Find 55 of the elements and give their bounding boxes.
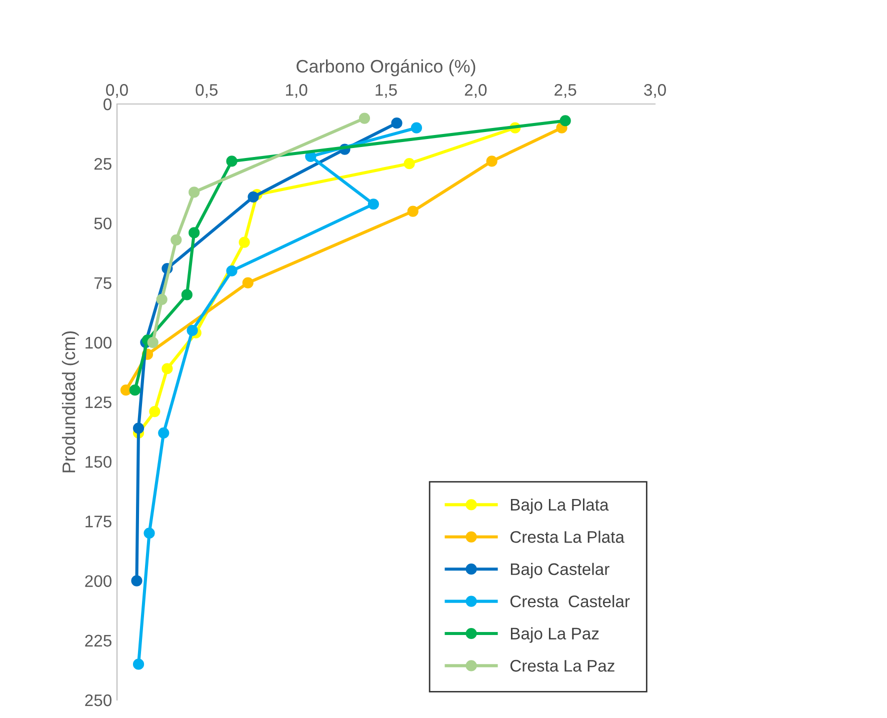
legend-label: Bajo La Paz bbox=[510, 627, 599, 643]
point bbox=[162, 363, 173, 374]
y-tick-label: 125 bbox=[86, 396, 112, 408]
y-tick-label: 150 bbox=[86, 456, 112, 468]
point bbox=[410, 122, 422, 134]
legend-label: Bajo La Plata bbox=[510, 498, 609, 514]
point bbox=[149, 406, 160, 418]
point bbox=[242, 277, 254, 288]
point bbox=[120, 384, 132, 396]
x-tick-label: 2,0 bbox=[464, 84, 487, 98]
point bbox=[156, 294, 168, 306]
point bbox=[188, 186, 200, 198]
point bbox=[391, 118, 402, 129]
point bbox=[131, 575, 142, 586]
x-tick-label: 1,5 bbox=[376, 84, 397, 98]
point bbox=[181, 289, 192, 300]
x-tick-label: 3,0 bbox=[644, 84, 666, 98]
x-tick-label: 0,0 bbox=[106, 84, 128, 98]
point bbox=[158, 427, 170, 439]
point bbox=[238, 236, 250, 248]
legend-label: Bajo Castelar bbox=[510, 562, 610, 578]
x-tick-label: 1,0 bbox=[286, 84, 308, 98]
y-tick-label: 225 bbox=[85, 634, 112, 647]
x-tick-label: 0,5 bbox=[196, 84, 218, 98]
y-tick-label: 200 bbox=[85, 575, 112, 588]
point bbox=[147, 336, 158, 348]
point bbox=[486, 156, 498, 167]
x-tick-label: 2,5 bbox=[554, 84, 576, 98]
point bbox=[358, 112, 370, 124]
point bbox=[560, 115, 571, 126]
point bbox=[404, 158, 415, 170]
legend-label: Cresta La Paz bbox=[510, 660, 614, 672]
point bbox=[226, 156, 238, 167]
x-axis-title: Carbono Orgánico (%) bbox=[296, 59, 476, 76]
y-tick-label: 0 bbox=[104, 98, 112, 110]
y-tick-label: 75 bbox=[94, 277, 112, 290]
point bbox=[132, 658, 144, 670]
point bbox=[144, 528, 155, 539]
point bbox=[132, 422, 144, 434]
y-tick-label: 175 bbox=[86, 516, 112, 528]
point bbox=[186, 324, 198, 336]
point bbox=[129, 384, 140, 396]
legend-label: Cresta Castelar bbox=[510, 595, 630, 608]
y-tick-label: 100 bbox=[86, 336, 112, 349]
y-tick-label: 25 bbox=[94, 158, 112, 170]
point bbox=[188, 227, 200, 238]
point bbox=[248, 191, 259, 203]
point bbox=[407, 206, 418, 217]
point bbox=[170, 234, 182, 246]
y-tick-label: 50 bbox=[94, 218, 112, 230]
y-axis-title: Produndidad (cm) bbox=[62, 331, 79, 472]
point bbox=[226, 265, 238, 276]
point bbox=[368, 198, 380, 210]
legend-label: Cresta La Plata bbox=[510, 530, 624, 543]
y-tick-label: 250 bbox=[85, 694, 112, 706]
